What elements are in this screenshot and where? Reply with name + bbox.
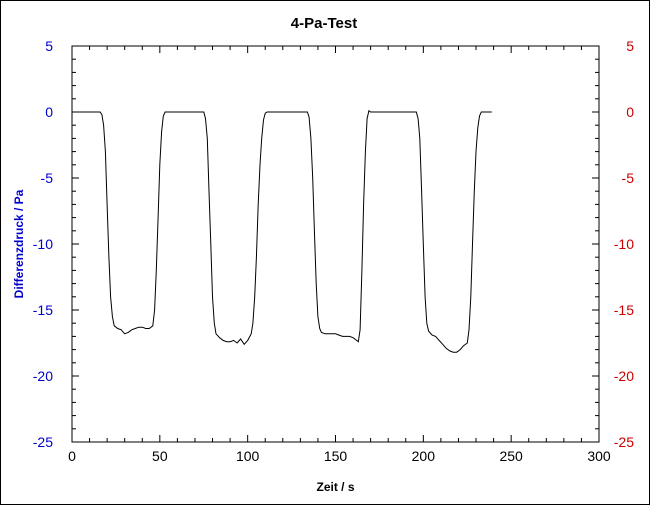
- y-tick-label: -15: [33, 302, 53, 318]
- chart-title: 4-Pa-Test: [291, 15, 357, 32]
- y-tick-label: 5: [45, 38, 53, 54]
- x-tick-label: 200: [412, 448, 436, 464]
- y2-tick-label: 0: [626, 104, 634, 120]
- x-tick-label: 250: [499, 448, 523, 464]
- y-tick-label: 0: [45, 104, 53, 120]
- series-line-differenzdruck: [72, 109, 492, 353]
- y2-tick-label: -15: [614, 302, 634, 318]
- y-axis-right: 5 0 -5 -10 -15 -20 -25: [592, 38, 634, 450]
- y-axis-left: 5 0 -5 -10 -15 -20 -25: [33, 38, 79, 450]
- y2-tick-label: -20: [614, 368, 634, 384]
- x-tick-label: 300: [587, 448, 611, 464]
- x-tick-label: 0: [68, 448, 76, 464]
- y-axis-title: Differenzdruck / Pa: [12, 189, 26, 298]
- y-tick-label: -20: [33, 368, 53, 384]
- y2-tick-label: 5: [626, 38, 634, 54]
- x-axis-title: Zeit / s: [316, 480, 354, 494]
- y2-tick-label: -5: [622, 170, 635, 186]
- y-tick-label: -5: [41, 170, 54, 186]
- y-tick-label: -10: [33, 236, 53, 252]
- y2-tick-label: -10: [614, 236, 634, 252]
- x-tick-label: 100: [236, 448, 260, 464]
- y2-tick-label: -25: [614, 434, 634, 450]
- plot-area: [71, 45, 600, 443]
- x-tick-label: 50: [152, 448, 168, 464]
- y-tick-label: -25: [33, 434, 53, 450]
- x-axis: 0 50 100 150 200 250 300: [68, 46, 611, 464]
- x-tick-label: 150: [324, 448, 348, 464]
